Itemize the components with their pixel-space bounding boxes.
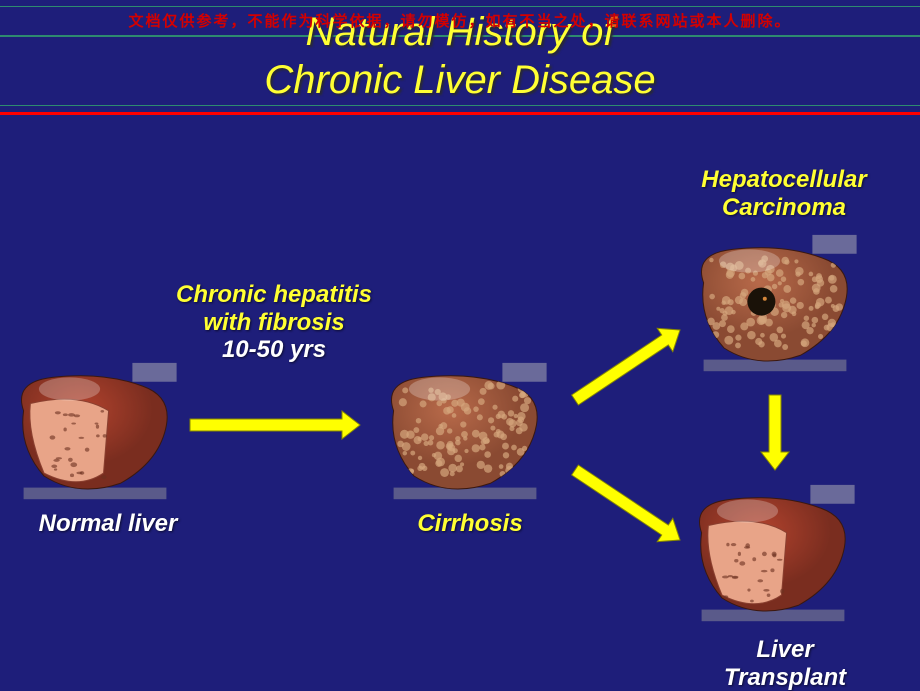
label-cirrhosis: Cirrhosis (390, 510, 550, 538)
label-chronic-hepatitis: Chronic hepatitis with fibrosis 10-50 yr… (154, 281, 394, 364)
liver-illustration-hcc (690, 232, 860, 377)
label-text: Chronic hepatitis (176, 281, 372, 308)
label-hepatocellular-carcinoma: Hepatocellular Carcinoma (684, 166, 884, 221)
title-line2: Chronic Liver Disease (264, 58, 655, 102)
label-text: Transplant (724, 664, 846, 691)
liver-illustration-cirrhosis (380, 360, 550, 505)
label-text: Liver (756, 636, 813, 663)
label-text: Carcinoma (722, 194, 846, 221)
arrow (190, 411, 360, 439)
label-text: 10-50 yrs (222, 336, 326, 363)
label-normal-liver: Normal liver (18, 510, 198, 538)
arrow (572, 465, 680, 542)
label-text: Hepatocellular (701, 166, 866, 193)
red-divider (0, 112, 920, 115)
arrow (572, 328, 680, 405)
label-liver-transplant: Liver Transplant (690, 636, 880, 691)
liver-illustration-normal (10, 360, 180, 505)
watermark-text: 文档仅供参考，不能作为科学依据，请勿模仿，如有不当之处，请联系网站或本人删除。 (0, 10, 920, 31)
label-text: with fibrosis (203, 309, 344, 336)
liver-illustration-transplant (688, 482, 858, 627)
arrow (761, 395, 789, 470)
